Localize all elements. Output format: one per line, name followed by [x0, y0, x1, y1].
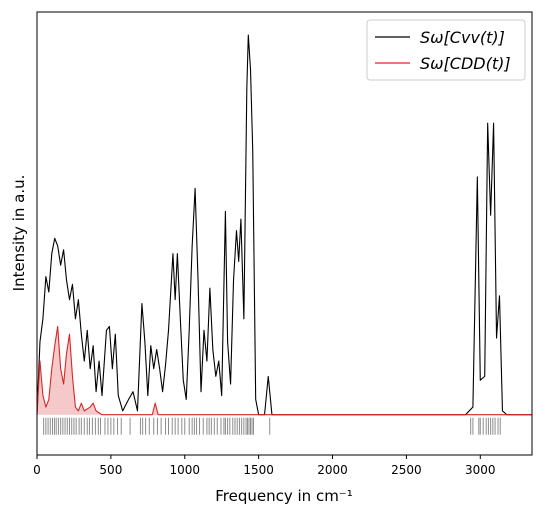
- x-tick-label: 2500: [391, 463, 422, 477]
- x-axis-label: Frequency in cm⁻¹: [215, 487, 353, 505]
- x-tick-label: 2000: [317, 463, 348, 477]
- area: [37, 326, 532, 415]
- line: [36, 325, 532, 416]
- x-tick-label: 500: [99, 463, 122, 477]
- x-tick-label: 1500: [243, 463, 274, 477]
- x-tick-label: 3000: [465, 463, 496, 477]
- legend: Sω[Cvv(t)] Sω[CDD(t)]: [366, 19, 526, 81]
- x-tick-label: 0: [33, 463, 41, 477]
- line: [36, 34, 532, 416]
- legend-box: [366, 19, 526, 81]
- x-tick-label: 1000: [169, 463, 200, 477]
- y-axis-label: Intensity in a.u.: [10, 175, 28, 292]
- legend-label: Sω[Cvv(t)]: [420, 28, 505, 47]
- legend-label: Sω[CDD(t)]: [420, 54, 511, 73]
- plot-frame: [36, 11, 533, 456]
